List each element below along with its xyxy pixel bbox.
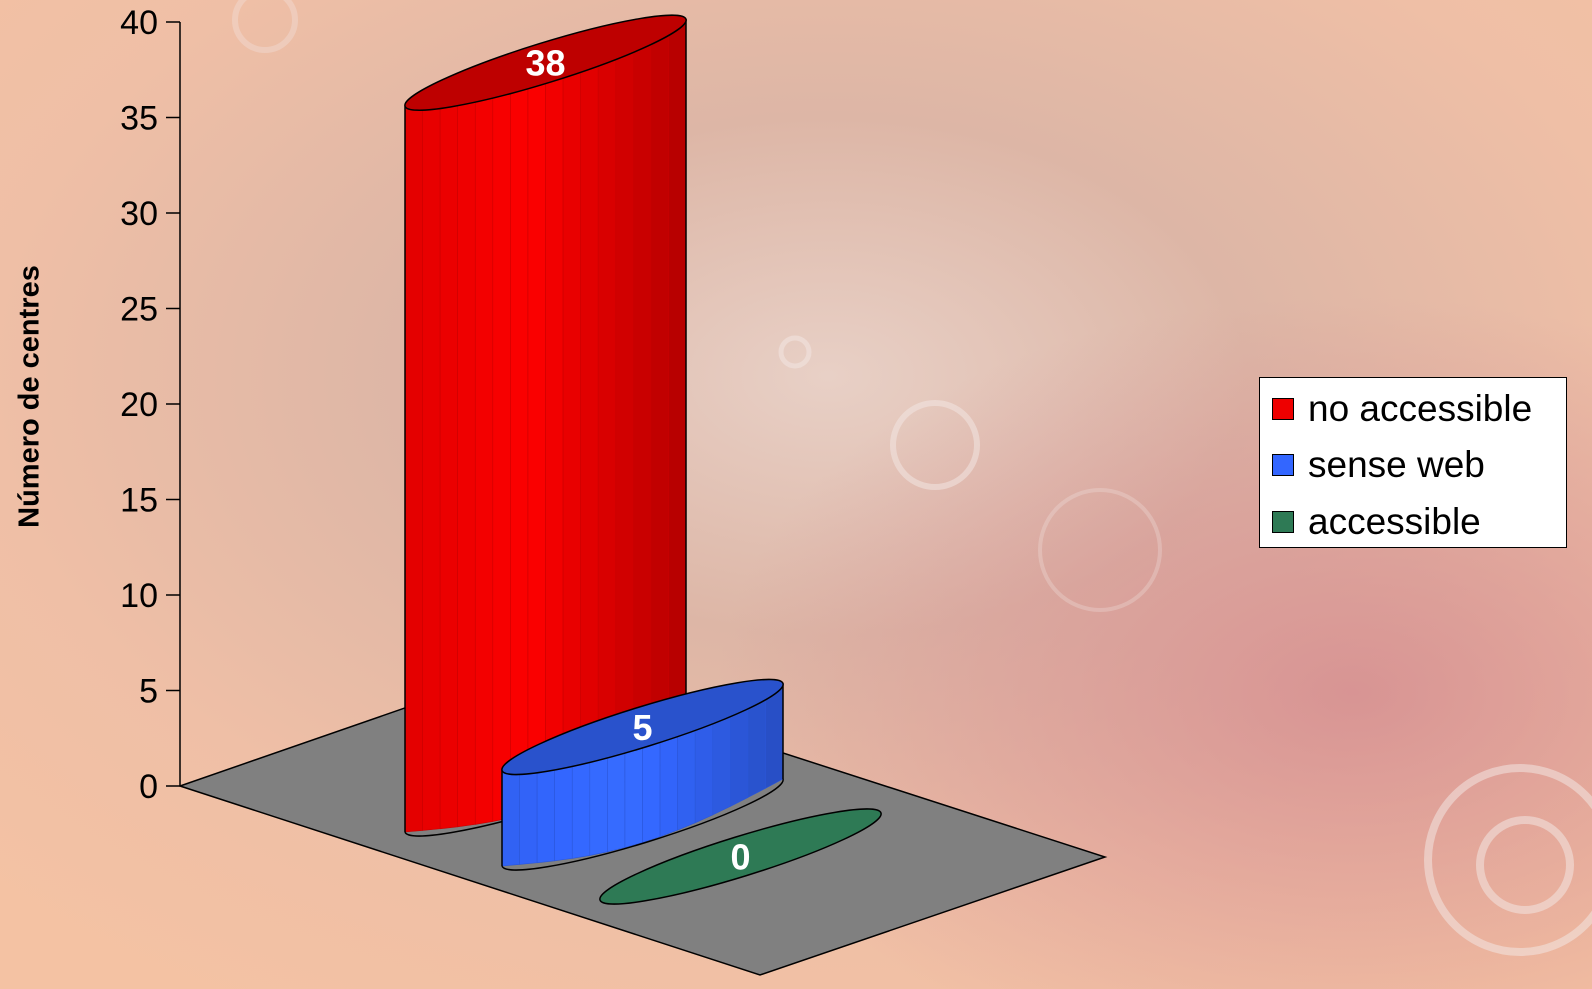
bar-body-slice <box>510 67 529 819</box>
y-tick-label: 40 <box>120 4 158 42</box>
bar-body-slice <box>519 759 538 865</box>
bars: 38 5 0 <box>404 14 882 905</box>
bar-top <box>404 14 687 111</box>
y-tick-label: 35 <box>120 100 158 138</box>
legend-swatch-accessible <box>1272 511 1294 533</box>
bar-body-slice <box>404 100 423 833</box>
data-label: 0 <box>730 837 750 878</box>
bar-body-slice <box>615 35 634 782</box>
legend-item-accessible: accessible <box>1272 501 1481 542</box>
bar-body-slice <box>492 73 511 822</box>
legend-swatch-sense-web <box>1272 454 1294 476</box>
bar-body-slice <box>474 78 494 825</box>
y-tick-label: 0 <box>139 768 158 806</box>
data-label: 38 <box>525 43 565 84</box>
legend-swatch-no-accessible <box>1272 398 1294 420</box>
bar-top <box>599 808 882 905</box>
bar-body-slice <box>422 94 441 831</box>
bar-accessible: 0 <box>599 808 882 905</box>
bar-body-slice <box>597 40 617 790</box>
bar-body-slice <box>633 29 652 773</box>
legend-label: sense web <box>1308 444 1485 485</box>
y-tick-label: 5 <box>139 673 158 711</box>
data-label: 5 <box>632 707 652 748</box>
bar-body-slice <box>439 89 458 830</box>
legend-label: accessible <box>1308 501 1481 542</box>
legend-item-no-accessible: no accessible <box>1272 388 1533 429</box>
y-tick-label: 20 <box>120 386 158 424</box>
bar-sense-web: 5 <box>501 678 784 871</box>
y-tick-label: 25 <box>120 291 158 329</box>
legend: no accessible sense web accessible <box>1259 377 1567 548</box>
y-tick-label: 10 <box>120 577 158 615</box>
y-tick-label: 30 <box>120 195 158 233</box>
bar-top <box>501 678 784 776</box>
bar-body-slice <box>457 84 476 828</box>
bar-no-accessible: 38 <box>404 14 687 837</box>
bar-base-edge <box>501 778 784 871</box>
legend-label: no accessible <box>1308 388 1533 429</box>
bar-body-slice <box>580 45 599 797</box>
bar-body-slice <box>650 24 669 765</box>
bar-body-slice <box>668 18 687 755</box>
bar-body-slice <box>527 62 546 814</box>
y-tick-label: 15 <box>120 482 158 520</box>
y-axis-label: Número de centres <box>13 265 46 528</box>
bar-body-slice <box>545 56 564 809</box>
bubble-decoration <box>232 0 1592 956</box>
legend-item-sense-web: sense web <box>1272 444 1485 485</box>
bar-body-slice <box>501 764 520 867</box>
y-axis-ticks: 0 5 10 15 20 25 30 35 40 <box>120 4 180 806</box>
bar-body-slice <box>562 51 581 804</box>
